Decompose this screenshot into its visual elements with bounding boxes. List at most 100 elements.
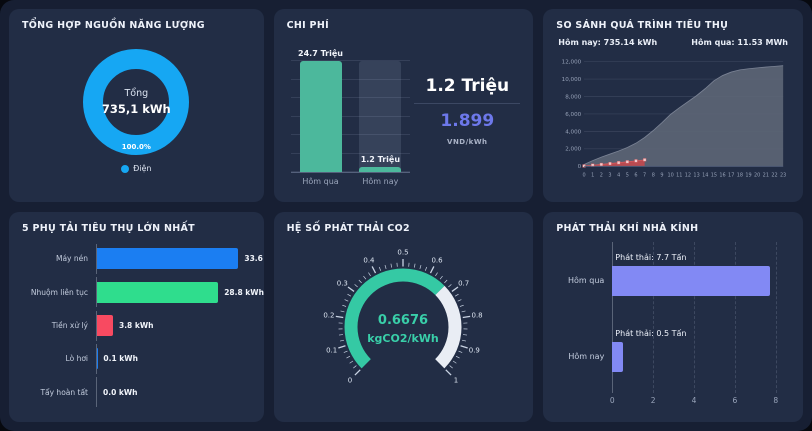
- gauge-tick: [338, 344, 347, 349]
- load-category-label: Máy nén: [55, 254, 88, 264]
- gauge-track-arc: [435, 285, 462, 368]
- x-tick-label: 8: [773, 395, 779, 405]
- gauge-value: 0.6676: [378, 313, 428, 328]
- data-point-marker[interactable]: [634, 159, 638, 163]
- gauge-tick-label: 0.5: [398, 248, 409, 256]
- gauge-tick: [460, 344, 469, 349]
- x-tick-label: 3: [609, 173, 612, 179]
- y-tick-label: 6,000: [566, 112, 582, 118]
- ghg-category-label: Hôm qua: [568, 276, 605, 286]
- x-tick-label: 12: [685, 173, 691, 179]
- load-row: Tẩy hoàn tất 0.0 kWh: [22, 377, 251, 408]
- load-bar[interactable]: [97, 281, 219, 303]
- gridline: [290, 97, 411, 99]
- gauge-tick: [353, 364, 358, 368]
- data-point-marker[interactable]: [643, 158, 647, 162]
- gauge-tick-label: 0.4: [364, 256, 376, 264]
- cost-body: 24.7 Triệu Hôm qua 1.2 Triệu Hôm nay 1.2 Tr…: [287, 31, 521, 191]
- energy-donut-chart[interactable]: Tổng 735,1 kWh 100.0%: [83, 49, 190, 156]
- co2-gauge-chart[interactable]: 0 0.1 0.2 0.3 0.4 0.5 0.6 0.7 0.8 0.9 1 0.6676 kgCO2…: [312, 243, 494, 403]
- donut-center-label: Tổng: [124, 88, 149, 100]
- data-point-marker[interactable]: [600, 162, 604, 167]
- cost-category-label: Hôm nay: [362, 177, 399, 187]
- data-point-marker[interactable]: [608, 161, 612, 166]
- gridline: [775, 242, 777, 393]
- gridline: [290, 171, 411, 173]
- x-tick-label: 20: [754, 173, 760, 179]
- cost-bar[interactable]: [299, 61, 342, 173]
- panel-top-loads: 5 PHỤ TẢI TIÊU THỤ LỚN NHẤT Máy nén 33.6 …: [9, 212, 264, 422]
- gauge-tick: [340, 310, 345, 312]
- gauge-tick: [461, 310, 466, 312]
- x-tick-label: 17: [728, 173, 734, 179]
- data-point-marker[interactable]: [626, 160, 630, 164]
- gauge-tick: [359, 279, 363, 283]
- data-point-marker[interactable]: [617, 161, 621, 165]
- y-axis-line: [612, 242, 614, 393]
- cost-rate-unit: VND/kWh: [447, 138, 488, 147]
- gauge-tick: [347, 293, 352, 297]
- gauge-tick-label: 0.3: [337, 279, 348, 287]
- y-tick-label: 4,000: [566, 129, 582, 135]
- cost-rate-value: 1.899: [440, 111, 495, 132]
- cost-total-value: 1.2 Triệu: [425, 76, 510, 97]
- ghg-bar[interactable]: [612, 341, 623, 372]
- load-category-label: Tiền xử lý: [51, 321, 88, 330]
- donut-area: Tổng 735,1 kWh 100.0% Điện: [22, 31, 251, 191]
- gauge-tick: [368, 271, 372, 276]
- gauge-tick: [460, 304, 465, 307]
- gauge-tick-label: 0.8: [472, 311, 483, 319]
- x-tick-label: 23: [780, 173, 786, 179]
- gauge-tick: [453, 360, 457, 364]
- x-tick-label: 13: [694, 173, 700, 179]
- cost-bar[interactable]: [359, 166, 402, 173]
- y-tick-label: 8,000: [566, 94, 582, 100]
- x-tick-label: 14: [702, 173, 708, 179]
- cost-chart: 24.7 Triệu Hôm qua 1.2 Triệu Hôm nay: [287, 31, 415, 191]
- gauge-tick: [348, 286, 355, 292]
- gauge-tick: [458, 350, 463, 353]
- x-tick-label: 18: [737, 173, 743, 179]
- gauge-tick: [435, 271, 439, 276]
- x-tick-label: 8: [652, 173, 655, 179]
- x-tick-label: 2: [650, 395, 656, 405]
- gauge-tick: [391, 263, 393, 268]
- gauge-tick-label: 0.6: [432, 256, 444, 264]
- load-bar[interactable]: [97, 315, 113, 336]
- gauge-tick: [452, 286, 459, 292]
- gauge-tick: [344, 350, 349, 353]
- load-bar-track: 33.6 kWh: [96, 243, 264, 274]
- ghg-plot: Phát thải: 7.7 Tấn Hôm qua Phát thải: 0.5 …: [568, 242, 784, 393]
- gauge-tick-label: 0: [348, 376, 352, 384]
- panel-title-compare: SO SÁNH QUÁ TRÌNH TIÊU THỤ: [556, 20, 729, 31]
- gridline: [290, 60, 411, 62]
- yesterday-area-series[interactable]: [584, 65, 784, 167]
- ghg-category-label: Hôm nay: [568, 351, 605, 361]
- gauge-tick: [414, 263, 416, 268]
- x-tick-label: 2: [600, 173, 603, 179]
- gauge-tick: [430, 265, 435, 273]
- gridline: [694, 242, 696, 393]
- gauge-tick: [455, 293, 460, 297]
- panel-energy-summary: TỔNG HỢP NGUỒN NĂNG LƯỢNG Tổng 735,1 kWh…: [9, 9, 264, 203]
- gauge-tick: [463, 333, 468, 335]
- x-tick-label: 7: [643, 173, 646, 179]
- load-bar[interactable]: [97, 248, 239, 270]
- legend-item-dien[interactable]: Điện: [121, 164, 152, 173]
- gauge-tick: [456, 355, 461, 358]
- gauge-tick: [463, 315, 471, 318]
- x-tick-label: 6: [635, 173, 638, 179]
- ghg-bar[interactable]: [612, 266, 770, 297]
- panel-co2-gauge: HỆ SỐ PHÁT THẢI CO2 0 0.1 0.2 0.3 0.4 0.5 0.6 0…: [273, 212, 534, 422]
- gauge-tick: [440, 275, 444, 279]
- load-value-label: 33.6 kWh: [244, 254, 263, 264]
- gauge-tick: [344, 298, 349, 302]
- dashboard-grid: TỔNG HỢP NGUỒN NĂNG LƯỢNG Tổng 735,1 kWh…: [9, 9, 803, 422]
- legend-dot: [121, 164, 130, 173]
- gauge-tick: [354, 283, 359, 287]
- cost-bar-slot: 1.2 Triệu Hôm nay: [359, 61, 402, 186]
- gauge-area: 0 0.1 0.2 0.3 0.4 0.5 0.6 0.7 0.8 0.9 1 0.6676 kgCO2…: [287, 234, 521, 411]
- gauge-fill-arc[interactable]: [345, 268, 445, 368]
